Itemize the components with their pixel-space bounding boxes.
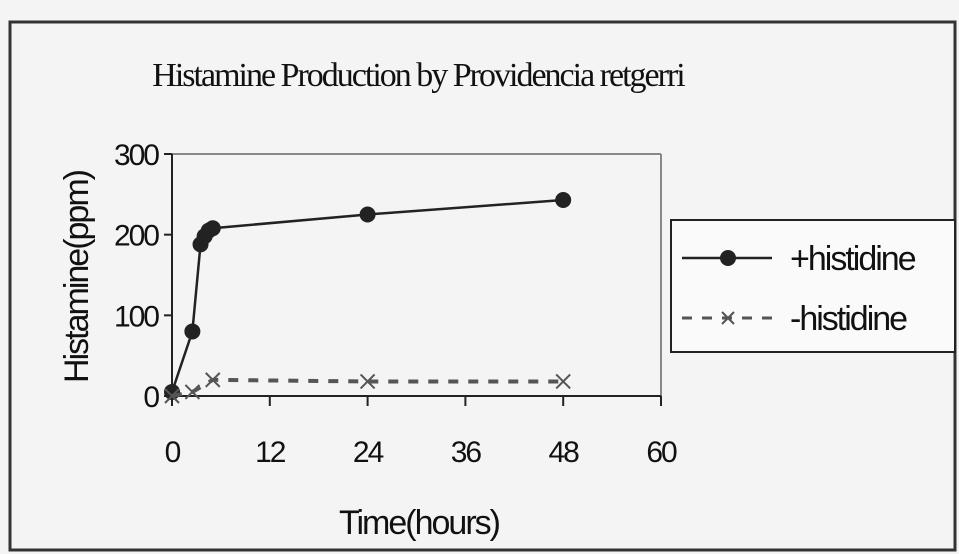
legend-label-minus-histidine: -histidine [790,300,907,338]
x-axis-title: Time(hours) [339,504,500,542]
data-point-minus-histidine [164,388,180,404]
data-point-plusminus-histidine [555,191,572,208]
legend-label-plus-histidine: +histidine [790,240,916,278]
legend: +histidine -histidine [670,219,956,353]
data-point-minus-histidine [205,372,221,388]
chart-title: Histamine Production by Providencia retg… [152,57,685,94]
data-point-minus-histidine [555,373,571,390]
x-tick-label: 60 [646,436,677,469]
legend-marker-plus-histidine [720,250,736,266]
legend-box [670,219,956,353]
x-tick-label: 12 [255,436,286,469]
data-point-minus-histidine [184,384,201,400]
x-tick-label: 36 [451,436,482,469]
axes: 0 100 200 300 0 12 24 36 48 60 [114,139,679,469]
data-point-plusminus-histidine [359,206,376,223]
legend-marker-minus-histidine [721,311,735,325]
data-point-plusminus-histidine [204,220,221,237]
y-axis-title: Histamine(ppm) [58,170,96,383]
series-layer [164,191,572,404]
y-tick-label: 300 [114,139,159,172]
y-tick-label: 100 [114,300,159,333]
x-tick-label: 48 [549,436,580,469]
data-point-minus-histidine [359,373,376,390]
x-tick-label: 0 [165,436,181,469]
data-point-plusminus-histidine [184,323,201,340]
series-line-plusminus-histidine [170,198,564,393]
data-point-plusminus-histidine [164,383,180,400]
x-tick-label: 24 [353,436,384,469]
y-tick-label: 0 [143,381,159,414]
y-tick-label: 200 [114,220,159,253]
